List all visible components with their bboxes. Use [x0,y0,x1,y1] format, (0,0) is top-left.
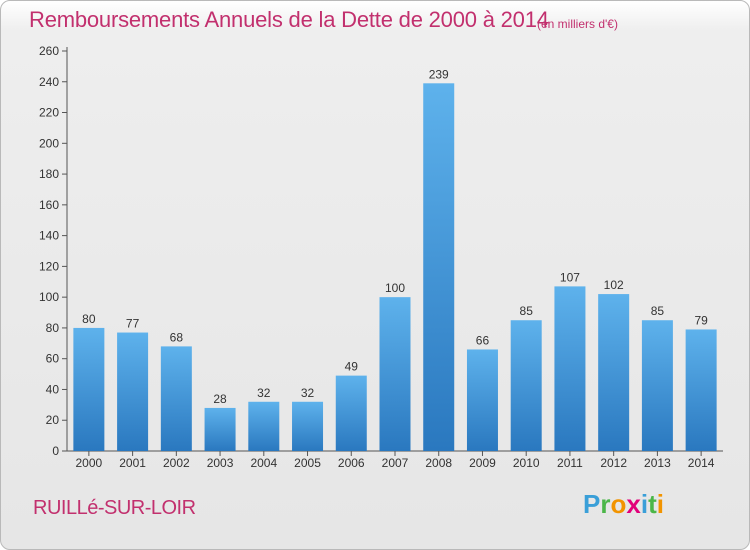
y-tick-label: 180 [39,167,59,181]
data-label: 107 [560,270,580,284]
y-tick-label: 160 [39,198,59,212]
x-tick-label: 2012 [600,456,627,470]
bar [160,346,192,451]
y-tick-label: 140 [39,229,59,243]
data-label: 100 [385,281,405,295]
x-tick-label: 2007 [382,456,409,470]
data-label: 80 [82,312,96,326]
bar [248,401,280,451]
x-tick-label: 2011 [557,456,583,470]
y-tick-label: 40 [46,382,60,396]
data-label: 102 [604,278,624,292]
chart-title: Remboursements Annuels de la Dette de 20… [29,7,549,32]
y-tick-label: 200 [39,136,59,150]
bar [466,349,498,451]
data-label: 85 [520,304,534,318]
proxiti-logo: Proxiti [583,489,664,519]
x-tick-label: 2009 [469,456,496,470]
bar [510,320,542,451]
x-tick-label: 2010 [513,456,540,470]
data-label: 239 [429,67,449,81]
x-tick-label: 2004 [250,456,277,470]
y-tick-label: 260 [39,44,59,58]
x-tick-label: 2006 [338,456,365,470]
bar [641,320,673,451]
y-tick-label: 100 [39,290,59,304]
labels-group: 2000 80 2001 77 2002 68 2003 28 2004 32 2005 32 2006… [76,67,715,470]
data-label: 28 [213,392,227,406]
x-tick-label: 2000 [76,456,103,470]
x-tick-label: 2014 [688,456,715,470]
data-label: 66 [476,333,490,347]
y-tick-label: 60 [46,352,60,366]
y-tick-label: 0 [52,444,59,458]
bar [598,294,630,451]
y-tick-label: 80 [46,321,60,335]
place-name: RUILLé-SUR-LOIR [33,497,196,519]
x-tick-label: 2002 [163,456,190,470]
x-tick-label: 2003 [207,456,234,470]
bar [204,407,236,451]
bar [117,332,149,451]
bar [335,375,367,451]
data-label: 49 [345,360,359,374]
bar [292,401,324,451]
x-tick-label: 2013 [644,456,671,470]
x-tick-label: 2001 [119,456,146,470]
y-tick-label: 20 [46,413,60,427]
bar [73,327,105,451]
data-label: 77 [126,317,140,331]
data-label: 32 [301,386,315,400]
bar [554,286,586,451]
y-tick-label: 240 [39,75,59,89]
data-label: 32 [257,386,271,400]
x-tick-label: 2008 [425,456,452,470]
bar [685,329,717,451]
chart-units: (en milliers d'€) [537,17,618,31]
y-tick-label: 120 [39,259,59,273]
data-label: 68 [170,330,184,344]
data-label: 85 [651,304,665,318]
bar [423,83,455,452]
y-tick-label: 220 [39,106,59,120]
bar [379,297,411,451]
bars-group [73,83,717,452]
x-tick-label: 2005 [294,456,321,470]
data-label: 79 [694,313,708,327]
